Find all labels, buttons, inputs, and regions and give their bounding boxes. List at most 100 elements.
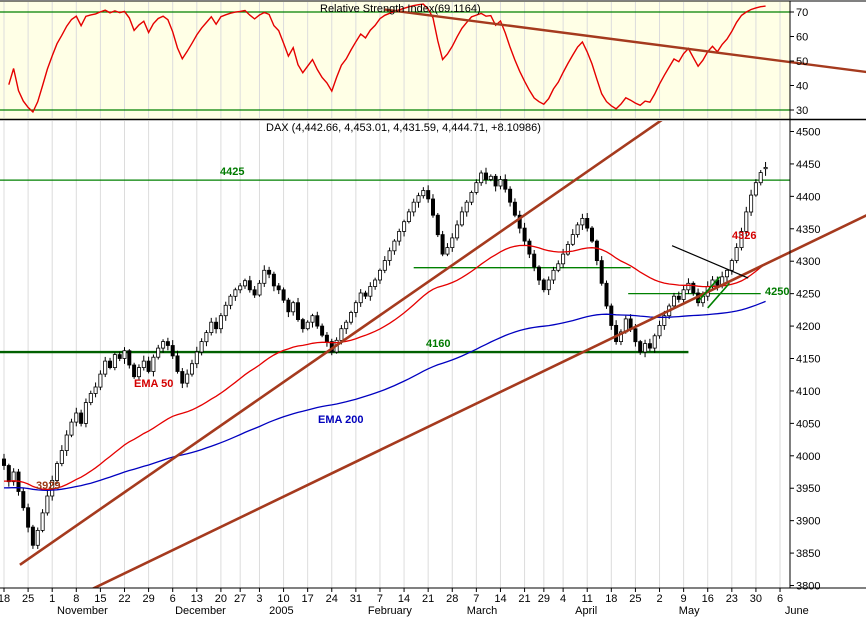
- candle: [180, 371, 185, 384]
- candle: [368, 286, 373, 297]
- candle: [594, 240, 599, 262]
- candle: [749, 194, 754, 213]
- svg-text:3850: 3850: [796, 548, 820, 560]
- svg-text:March: March: [467, 605, 498, 617]
- candle: [103, 360, 108, 375]
- candle: [257, 282, 262, 296]
- candle: [189, 363, 194, 375]
- candle: [464, 201, 469, 213]
- candle: [416, 195, 421, 203]
- svg-text:11: 11: [582, 593, 593, 605]
- candle: [35, 530, 40, 546]
- rsi-title: Relative Strength Index(69.1164): [320, 3, 481, 15]
- candle: [537, 266, 542, 281]
- candle: [127, 350, 132, 366]
- svg-text:22: 22: [118, 593, 130, 605]
- candle: [488, 175, 493, 180]
- candle: [233, 289, 238, 297]
- svg-text:February: February: [368, 605, 413, 617]
- candle: [382, 260, 387, 271]
- candle: [175, 355, 180, 372]
- svg-text:18: 18: [0, 593, 10, 605]
- svg-text:4000: 4000: [796, 451, 820, 463]
- ema50-label: EMA 50: [134, 378, 174, 390]
- svg-text:50: 50: [796, 56, 808, 68]
- svg-text:3800: 3800: [796, 581, 820, 593]
- candle: [503, 179, 508, 190]
- svg-text:29: 29: [538, 593, 550, 605]
- candle: [358, 292, 363, 304]
- panel-borders: [0, 0, 866, 589]
- svg-text:10: 10: [277, 593, 289, 605]
- candle: [348, 312, 353, 323]
- svg-text:25: 25: [629, 593, 641, 605]
- candle: [397, 230, 402, 242]
- rsi-panel-bg: [0, 1, 790, 120]
- breakout-mark: [707, 282, 731, 309]
- candle: [517, 214, 522, 229]
- candle: [421, 190, 426, 197]
- candle: [310, 315, 315, 323]
- candle: [498, 179, 503, 187]
- candle: [247, 280, 252, 291]
- candle: [151, 356, 156, 372]
- svg-text:6: 6: [170, 593, 176, 605]
- candle: [469, 192, 474, 203]
- candle: [676, 295, 681, 300]
- candle: [459, 211, 464, 226]
- svg-text:15: 15: [94, 593, 106, 605]
- level-label-4250: 4250: [765, 286, 790, 298]
- candle: [426, 190, 431, 200]
- svg-text:3900: 3900: [796, 516, 820, 528]
- level-label-4425: 4425: [220, 166, 245, 178]
- candle: [214, 321, 219, 330]
- candle: [527, 240, 532, 255]
- svg-text:June: June: [785, 605, 809, 617]
- candle: [672, 295, 677, 307]
- svg-text:4: 4: [560, 593, 566, 605]
- candle: [6, 465, 11, 483]
- svg-text:27: 27: [234, 593, 246, 605]
- candle: [652, 335, 657, 349]
- candle: [561, 253, 566, 265]
- candle: [2, 458, 7, 466]
- level-label-4160: 4160: [426, 338, 451, 350]
- svg-text:2005: 2005: [269, 605, 293, 617]
- svg-text:18: 18: [605, 593, 617, 605]
- svg-text:7: 7: [473, 593, 479, 605]
- candle: [64, 434, 69, 452]
- candle: [320, 325, 325, 336]
- candle: [315, 315, 320, 327]
- price-panel: [0, 121, 866, 588]
- svg-text:14: 14: [494, 593, 506, 605]
- candle: [170, 345, 175, 357]
- candle: [532, 253, 537, 268]
- candle: [691, 282, 696, 294]
- candle: [479, 172, 484, 184]
- svg-text:21: 21: [422, 593, 434, 605]
- candle: [445, 247, 450, 255]
- trendline-1: [19, 121, 663, 566]
- svg-text:14: 14: [398, 593, 410, 605]
- candlestick-series: [2, 161, 768, 549]
- candle: [657, 324, 662, 337]
- svg-text:6: 6: [777, 593, 783, 605]
- svg-text:25: 25: [22, 593, 34, 605]
- candle: [373, 279, 378, 287]
- candle: [112, 354, 117, 369]
- candle: [228, 295, 233, 306]
- candle: [291, 302, 296, 313]
- candle: [565, 243, 570, 255]
- svg-text:3: 3: [256, 593, 262, 605]
- candle: [570, 234, 575, 245]
- candle: [614, 324, 619, 342]
- candle: [686, 282, 691, 291]
- candle: [223, 304, 228, 317]
- candle: [734, 247, 739, 262]
- trendline-3: [671, 245, 749, 279]
- svg-text:30: 30: [750, 593, 762, 605]
- svg-text:April: April: [575, 605, 597, 617]
- candle: [238, 285, 243, 291]
- candle: [122, 350, 127, 359]
